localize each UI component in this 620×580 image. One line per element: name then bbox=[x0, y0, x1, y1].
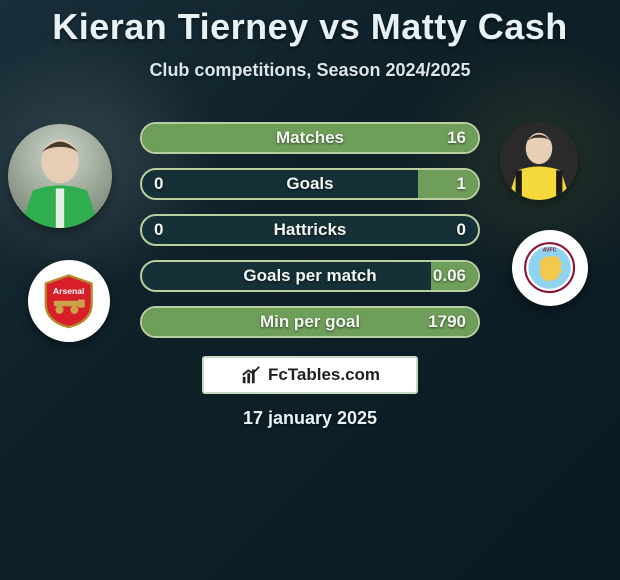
stat-row: Hattricks0 0 bbox=[140, 214, 480, 246]
aston-villa-crest-icon: AVFC bbox=[523, 241, 576, 294]
player-right-avatar-img bbox=[500, 122, 578, 200]
page-title: Kieran Tierney vs Matty Cash bbox=[0, 6, 620, 48]
subtitle: Club competitions, Season 2024/2025 bbox=[0, 60, 620, 81]
brand-label: FcTables.com bbox=[268, 365, 380, 385]
stat-label: Matches bbox=[142, 124, 478, 152]
player-left-crest: Arsenal bbox=[28, 260, 110, 342]
stat-value-left: 0 bbox=[154, 216, 163, 244]
stat-value-right: 1 bbox=[457, 170, 466, 198]
stat-row: Min per goal1790 bbox=[140, 306, 480, 338]
stat-row: Goals per match0.06 bbox=[140, 260, 480, 292]
stat-value-right: 1790 bbox=[428, 308, 466, 336]
stat-label: Goals per match bbox=[142, 262, 478, 290]
stat-rows: Matches16Goals01Hattricks00Goals per mat… bbox=[140, 122, 480, 352]
comparison-card: Kieran Tierney vs Matty Cash Club compet… bbox=[0, 0, 620, 580]
stat-label: Hattricks bbox=[142, 216, 478, 244]
stat-label: Goals bbox=[142, 170, 478, 198]
player-right-crest: AVFC bbox=[512, 230, 588, 306]
stat-row: Matches16 bbox=[140, 122, 480, 154]
brand-badge[interactable]: FcTables.com bbox=[202, 356, 418, 394]
player-left-avatar bbox=[8, 124, 112, 228]
stat-value-right: 0 bbox=[457, 216, 466, 244]
stat-value-left: 0 bbox=[154, 170, 163, 198]
date-label: 17 january 2025 bbox=[0, 408, 620, 429]
stat-value-right: 0.06 bbox=[433, 262, 466, 290]
player-left-avatar-img bbox=[8, 124, 112, 228]
stat-row: Goals0 1 bbox=[140, 168, 480, 200]
svg-text:Arsenal: Arsenal bbox=[53, 286, 85, 296]
arsenal-crest-icon: Arsenal bbox=[40, 272, 97, 329]
svg-text:AVFC: AVFC bbox=[543, 248, 557, 254]
stat-value-right: 16 bbox=[447, 124, 466, 152]
chart-icon bbox=[240, 364, 262, 386]
player-right-avatar bbox=[500, 122, 578, 200]
